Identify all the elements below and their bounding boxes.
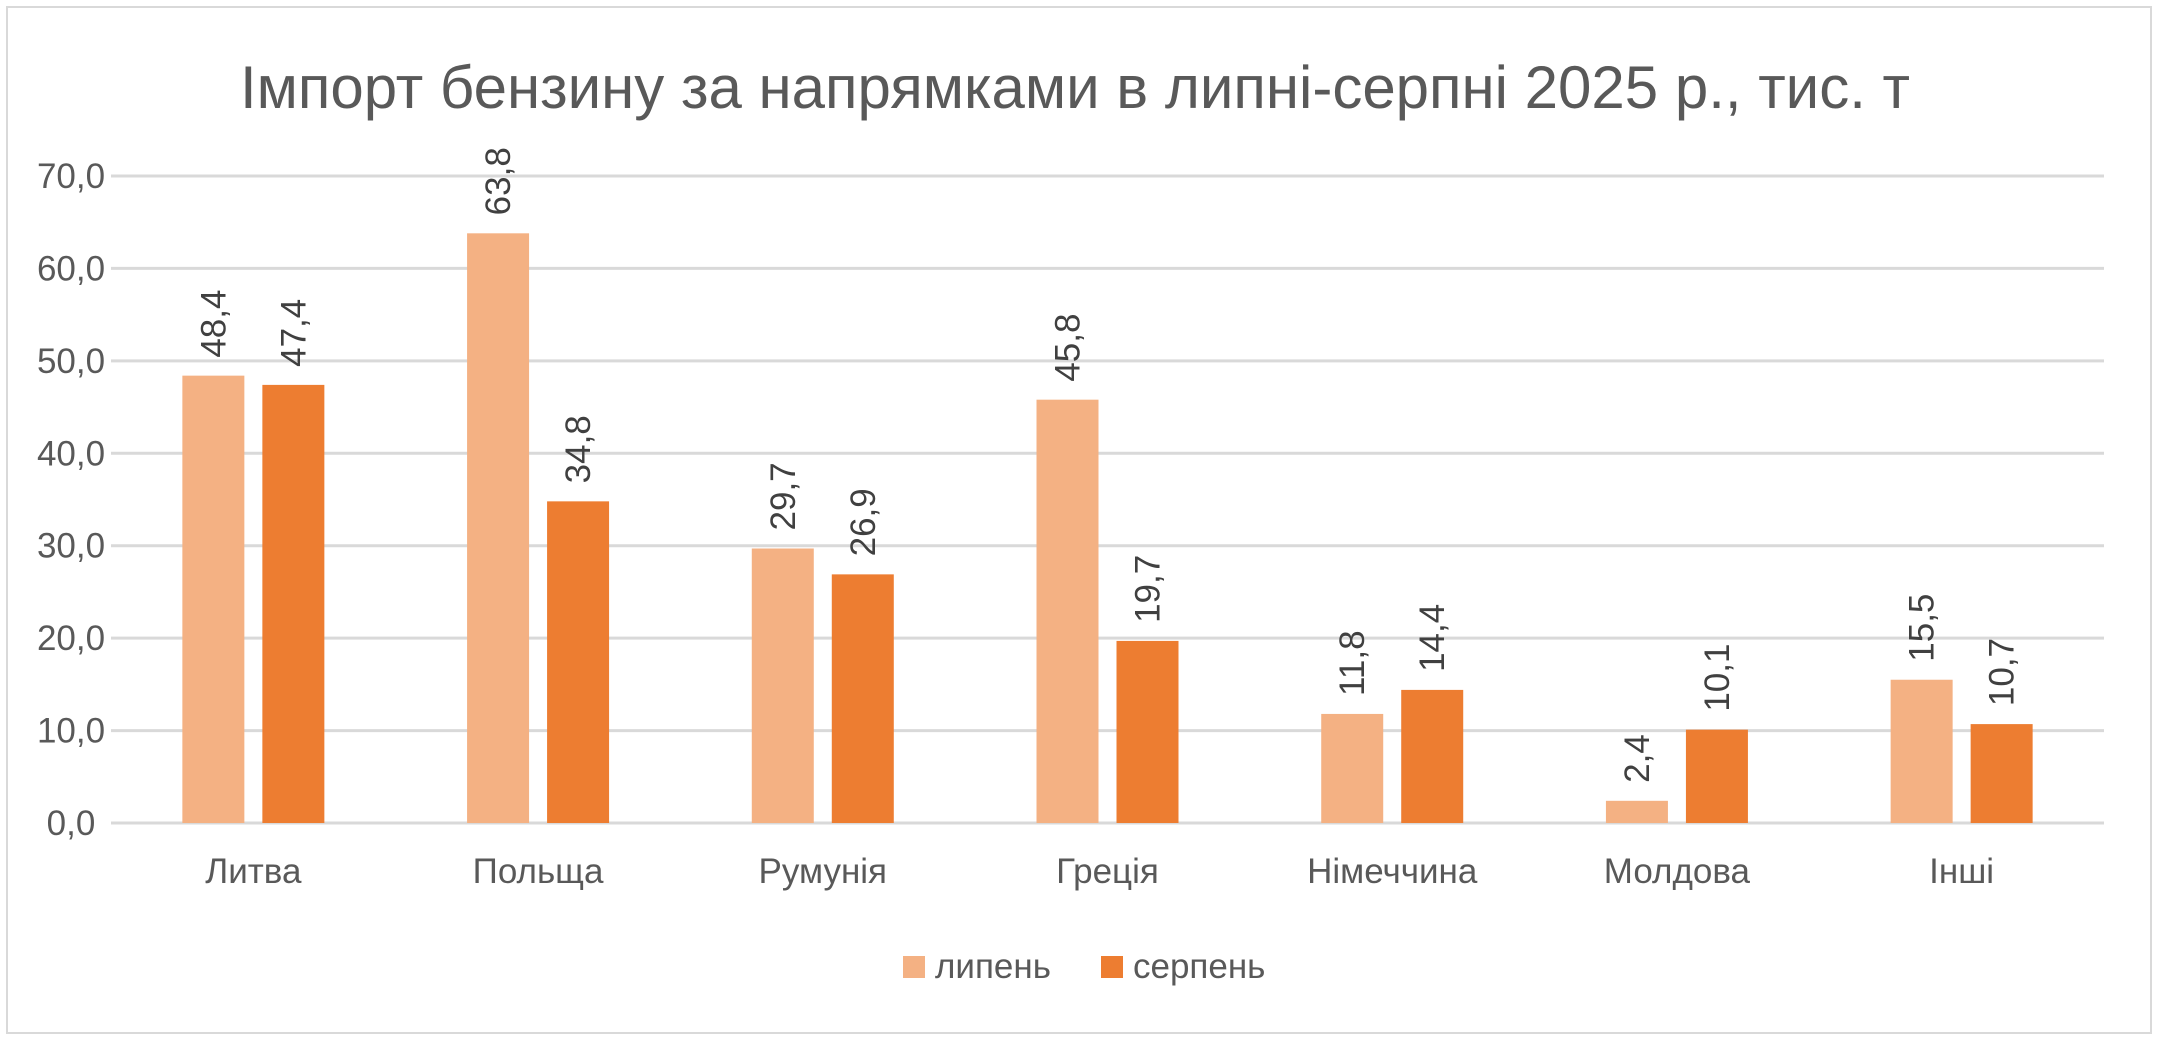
data-labels: 48,4 47,4 63,8 34,8 29,7 26,9 45,8 19,7 11,8 14,4…	[194, 147, 2021, 783]
data-label: 10,7	[1983, 638, 2022, 706]
y-tick-label: 40,0	[37, 434, 105, 473]
bar-серпень-Німеччина	[1401, 689, 1464, 823]
x-axis-categories: Литва Польща Румунія Греція Німеччина Молдова…	[205, 852, 1994, 891]
bar-липень-Молдова	[1605, 800, 1668, 823]
bar-серпень-Румунія	[831, 574, 894, 823]
legend-label: серпень	[1133, 947, 1265, 986]
x-category-label: Румунія	[759, 852, 887, 891]
legend-swatch-серпень	[1101, 956, 1123, 978]
x-category-label: Німеччина	[1307, 852, 1478, 891]
bar-chart: Імпорт бензину за напрямками в липні-сер…	[37, 54, 2104, 986]
data-label: 45,8	[1049, 314, 1088, 382]
data-label: 10,1	[1698, 644, 1737, 712]
x-category-label: Молдова	[1604, 852, 1751, 891]
data-label: 14,4	[1413, 604, 1452, 672]
data-label: 29,7	[764, 462, 803, 530]
data-label: 15,5	[1903, 594, 1942, 662]
legend-swatch-липень	[903, 956, 925, 978]
data-label: 48,4	[194, 290, 233, 358]
data-label: 11,8	[1333, 630, 1372, 696]
y-tick-label: 20,0	[37, 619, 105, 658]
data-label: 63,8	[479, 147, 518, 215]
y-tick-label: 60,0	[37, 249, 105, 288]
y-tick-label: 70,0	[37, 157, 105, 196]
data-label: 26,9	[844, 488, 883, 556]
x-category-label: Польща	[473, 852, 604, 891]
gridlines	[111, 174, 2104, 825]
legend: липень серпень	[903, 947, 1265, 986]
bar-липень-Німеччина	[1321, 713, 1384, 823]
chart-frame: Імпорт бензину за напрямками в липні-сер…	[6, 6, 2152, 1034]
bars	[182, 233, 2033, 823]
y-tick-label: 10,0	[37, 712, 105, 751]
x-category-label: Литва	[205, 852, 302, 891]
x-category-label: Інші	[1929, 852, 1994, 891]
x-category-label: Греція	[1056, 852, 1159, 891]
legend-label: липень	[935, 947, 1051, 986]
bar-серпень-Греція	[1116, 640, 1179, 823]
bar-серпень-Молдова	[1685, 729, 1748, 823]
bar-липень-Польща	[467, 233, 530, 823]
bar-липень-Інші	[1890, 679, 1953, 823]
bar-липень-Греція	[1036, 399, 1099, 823]
y-tick-label: 0,0	[47, 804, 96, 843]
data-label: 19,7	[1129, 555, 1168, 623]
bar-серпень-Польща	[547, 501, 610, 823]
bar-липень-Румунія	[751, 548, 814, 823]
data-label: 34,8	[559, 415, 598, 483]
chart-title: Імпорт бензину за напрямками в липні-сер…	[240, 54, 1910, 121]
data-label: 2,4	[1618, 734, 1657, 783]
y-tick-label: 30,0	[37, 527, 105, 566]
bar-серпень-Литва	[262, 384, 325, 823]
y-tick-label: 50,0	[37, 342, 105, 381]
y-axis-ticks: 0,0 10,0 20,0 30,0 40,0 50,0 60,0 70,0	[37, 157, 105, 843]
bar-серпень-Інші	[1970, 724, 2033, 823]
bar-липень-Литва	[182, 375, 245, 823]
data-label: 47,4	[274, 299, 313, 367]
